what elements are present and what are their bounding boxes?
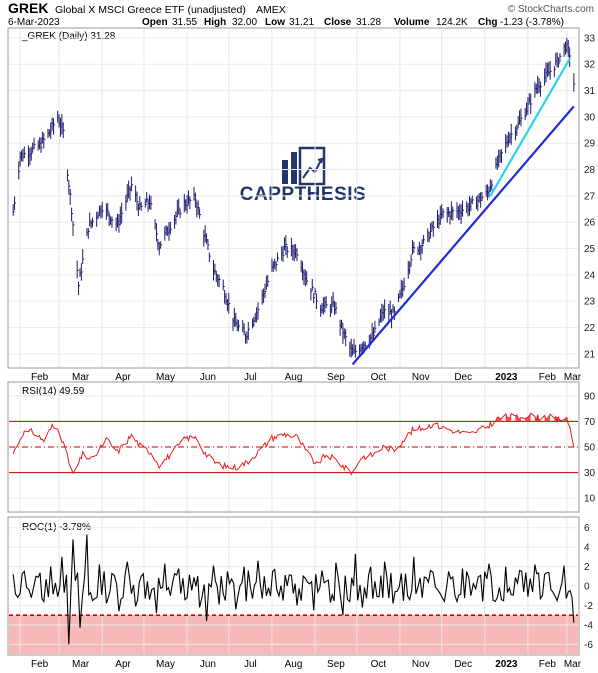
roc-x-tick-label: Mar — [72, 659, 90, 670]
price-x-tick-label: Jun — [200, 372, 216, 383]
rsi-y-tick-label: 90 — [584, 391, 596, 402]
roc-oversold-band — [9, 615, 578, 654]
roc-y-tick-label: 2 — [584, 562, 590, 573]
chg-label: Chg — [478, 17, 497, 28]
price-x-tick-label: May — [156, 372, 175, 383]
close-label: Close — [324, 17, 352, 28]
rsi-overbought-fill — [534, 414, 541, 422]
roc-y-tick-label: 4 — [584, 543, 590, 554]
price-y-tick-label: 32 — [584, 60, 596, 71]
rsi-line — [12, 412, 575, 476]
watermark-logo: CAPPTHESIS — [240, 146, 366, 205]
price-y-tick-label: 25 — [584, 244, 596, 255]
quote-date: 6-Mar-2023 — [8, 17, 60, 28]
price-x-tick-label: Dec — [454, 372, 472, 383]
roc-x-tick-label: Feb — [31, 659, 49, 670]
price-y-tick-label: 23 — [584, 297, 596, 308]
roc-x-tick-label: Apr — [115, 659, 131, 670]
price-panel-frame — [7, 27, 580, 369]
copyright-label: © StockCharts.com — [508, 4, 594, 15]
price-y-tick-label: 28 — [584, 165, 596, 176]
roc-x-tick-label: May — [156, 659, 175, 670]
price-x-tick-label: Feb — [31, 372, 49, 383]
short-trendline — [489, 58, 571, 197]
price-x-tick-label: 2023 — [495, 372, 518, 383]
price-y-tick-label: 22 — [584, 323, 596, 334]
exchange-label: AMEX — [256, 4, 286, 16]
roc-line — [12, 534, 575, 645]
rsi-overbought-fill — [515, 414, 521, 422]
volume-label: Volume — [394, 17, 430, 28]
price-x-tick-label: Oct — [371, 372, 387, 383]
long-trendline — [351, 105, 575, 366]
symbol-description: Global X MSCI Greece ETF (unadjusted) — [55, 4, 246, 16]
price-x-tick-label: Mar — [72, 372, 90, 383]
price-y-tick-label: 31 — [584, 86, 596, 97]
price-y-tick-label: 27 — [584, 191, 596, 202]
roc-x-tick-label: Dec — [454, 659, 472, 670]
roc-y-tick-label: 6 — [584, 523, 590, 534]
close-value: 31.28 — [356, 17, 381, 28]
watermark-brand: CAPPTHESIS — [240, 184, 366, 205]
chg-value: -1.23 (-3.78%) — [500, 17, 564, 28]
price-y-tick-label: 24 — [584, 270, 596, 281]
price-y-tick-label: 21 — [584, 349, 596, 360]
rsi-panel-frame — [7, 381, 580, 513]
rsi-overbought-fill — [505, 413, 512, 422]
roc-x-tick-label: Oct — [371, 659, 387, 670]
high-label: High — [204, 17, 226, 28]
high-value: 32.00 — [232, 17, 257, 28]
roc-y-tick-label: 0 — [584, 582, 590, 593]
roc-panel-frame — [7, 516, 580, 656]
price-y-tick-label: 30 — [584, 112, 596, 123]
roc-x-tick-label: Sep — [327, 659, 345, 670]
price-x-tick-label: Sep — [327, 372, 345, 383]
rsi-overbought-fill — [564, 417, 567, 422]
roc-x-tick-label: Nov — [412, 659, 430, 670]
price-x-tick-label: Aug — [285, 372, 303, 383]
price-y-tick-label: 26 — [584, 218, 596, 229]
rsi-y-tick-label: 70 — [584, 417, 596, 428]
roc-x-tick-label: Aug — [285, 659, 303, 670]
open-label: Open — [142, 17, 168, 28]
roc-x-tick-label: Feb — [539, 659, 557, 670]
rsi-y-tick-label: 50 — [584, 443, 596, 454]
roc-x-tick-label: Jul — [244, 659, 257, 670]
roc-x-tick-label: Jun — [200, 659, 216, 670]
price-x-tick-label: Apr — [115, 372, 131, 383]
roc-y-tick-label: -6 — [584, 640, 593, 651]
open-value: 31.55 — [172, 17, 197, 28]
roc-y-tick-label: -4 — [584, 620, 593, 631]
symbol-title: GREK — [8, 0, 48, 16]
rsi-y-tick-label: 30 — [584, 468, 596, 479]
roc-x-tick-label: Mar — [564, 659, 582, 670]
price-x-tick-label: Mar — [564, 372, 582, 383]
price-x-tick-label: Feb — [539, 372, 557, 383]
low-label: Low — [265, 17, 285, 28]
price-y-tick-label: 33 — [584, 33, 596, 44]
price-legend: _GREK (Daily) 31.28 — [21, 31, 116, 42]
price-y-tick-label: 29 — [584, 139, 596, 150]
low-value: 31.21 — [289, 17, 314, 28]
volume-value: 124.2K — [436, 17, 468, 28]
rsi-legend: RSI(14) 49.59 — [22, 386, 85, 397]
bar-chart-up-arrow-logo-icon — [282, 146, 326, 186]
rsi-y-tick-label: 10 — [584, 494, 596, 505]
roc-y-tick-label: -2 — [584, 601, 593, 612]
price-x-tick-label: Nov — [412, 372, 430, 383]
price-x-tick-label: Jul — [244, 372, 257, 383]
roc-x-tick-label: 2023 — [495, 659, 518, 670]
